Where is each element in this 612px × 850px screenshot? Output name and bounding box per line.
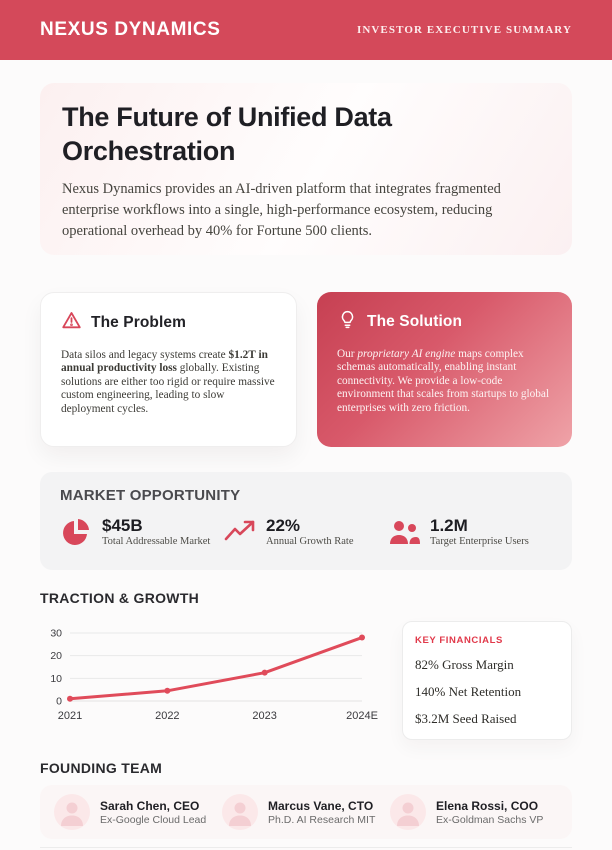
problem-card-title: The Problem — [91, 314, 186, 331]
stat-growth-text: 22% Annual Growth Rate — [266, 517, 353, 549]
stat-growth-value: 22% — [266, 516, 301, 535]
problem-card-header: The Problem — [61, 310, 276, 336]
team-member-cto: Marcus Vane, CTO Ph.D. AI Research MIT — [222, 794, 390, 830]
solution-text-italic: proprietary AI engine — [357, 348, 456, 360]
team-member-ceo-text: Sarah Chen, CEO Ex-Google Cloud Lead — [100, 799, 206, 826]
solution-card-header: The Solution — [337, 309, 552, 335]
stat-tam-text: $45B Total Addressable Market — [102, 517, 210, 549]
problem-text-bold: $1.2T in annual productivity loss — [61, 349, 268, 375]
svg-text:10: 10 — [50, 673, 62, 685]
team-member-cto-text: Marcus Vane, CTO Ph.D. AI Research MIT — [268, 799, 375, 826]
member-detail: Ph.D. AI Research MIT — [268, 813, 376, 826]
solution-text-before: Our — [337, 348, 358, 360]
users-icon — [388, 518, 420, 551]
member-name: Marcus Vane, CTO — [268, 798, 374, 813]
team-member-coo: Elena Rossi, COO Ex-Goldman Sachs VP — [390, 794, 558, 830]
avatar — [54, 794, 90, 830]
stat-users-value: 1.2M — [430, 516, 468, 535]
page-title: The Future of Unified Data Orchestration — [62, 102, 392, 166]
person-icon — [61, 802, 83, 826]
lightbulb-icon — [337, 309, 358, 335]
team-heading: FOUNDING TEAM — [40, 760, 163, 776]
team-member-ceo: Sarah Chen, CEO Ex-Google Cloud Lead — [54, 794, 222, 830]
financial-item-gross-margin: 82% Gross Margin — [415, 657, 514, 672]
member-name: Sarah Chen, CEO — [100, 798, 200, 813]
trend-up-icon — [224, 518, 256, 549]
avatar — [390, 794, 426, 830]
stat-tam-label: Total Addressable Market — [102, 536, 211, 547]
problem-text-before: Data silos and legacy systems create — [61, 349, 229, 361]
brand-logo: NEXUS DYNAMICS — [40, 19, 221, 40]
solution-text-after: maps complex schemas automatically, enab… — [337, 348, 550, 414]
page-content: The Future of Unified Data Orchestration… — [0, 83, 612, 848]
svg-text:2021: 2021 — [58, 710, 82, 722]
traction-row: 0 10 20 30 2021 2022 2023 2024E KEY FINANCIALS … — [40, 621, 572, 740]
traction-chart: 0 10 20 30 2021 2022 2023 2024E — [50, 628, 378, 723]
top-bar: NEXUS DYNAMICS INVESTOR EXECUTIVE SUMMAR… — [0, 0, 612, 60]
hero-card: The Future of Unified Data Orchestration… — [40, 83, 572, 255]
problem-solution-row: The Problem Data silos and legacy system… — [40, 292, 572, 447]
stat-users: 1.2M Target Enterprise Users — [388, 517, 552, 553]
problem-card: The Problem Data silos and legacy system… — [40, 292, 297, 447]
market-opportunity-heading: MARKET OPPORTUNITY — [60, 487, 241, 504]
member-detail: Ex-Goldman Sachs VP — [436, 813, 544, 826]
financial-item-seed-raised: $3.2M Seed Raised — [415, 711, 517, 726]
stat-users-text: 1.2M Target Enterprise Users — [430, 517, 529, 549]
traction-heading: TRACTION & GROWTH — [40, 590, 200, 606]
document-type-label: INVESTOR EXECUTIVE SUMMARY — [356, 24, 572, 36]
warning-triangle-icon — [61, 310, 82, 336]
traction-chart-box: 0 10 20 30 2021 2022 2023 2024E — [40, 621, 380, 730]
key-financials-heading: KEY FINANCIALS — [415, 635, 503, 646]
svg-text:2023: 2023 — [252, 710, 276, 722]
solution-card-body: Our proprietary AI engine maps complex s… — [337, 348, 552, 415]
pie-chart-icon — [60, 518, 92, 553]
stat-growth: 22% Annual Growth Rate — [224, 517, 388, 553]
financial-item-net-retention: 140% Net Retention — [415, 684, 522, 699]
market-stats-row: $45B Total Addressable Market 22% Annual… — [60, 517, 552, 553]
hero-description: Nexus Dynamics provides an AI-driven pla… — [62, 181, 501, 239]
problem-text-after: globally. Existing solutions are either … — [61, 362, 275, 415]
team-row: Sarah Chen, CEO Ex-Google Cloud Lead Mar… — [40, 785, 572, 839]
solution-card: The Solution Our proprietary AI engine m… — [317, 292, 572, 447]
person-icon — [397, 802, 419, 826]
team-member-coo-text: Elena Rossi, COO Ex-Goldman Sachs VP — [436, 799, 543, 826]
market-opportunity-card: MARKET OPPORTUNITY $45B Total Addressabl… — [40, 472, 572, 570]
solution-card-title: The Solution — [367, 313, 463, 330]
key-financials-card: KEY FINANCIALS 82% Gross Margin 140% Net… — [402, 621, 572, 740]
svg-text:2024E: 2024E — [346, 710, 378, 722]
svg-text:20: 20 — [50, 650, 62, 662]
footer-divider — [40, 847, 572, 848]
person-icon — [229, 802, 251, 826]
avatar — [222, 794, 258, 830]
svg-text:0: 0 — [56, 696, 62, 708]
stat-growth-label: Annual Growth Rate — [266, 536, 354, 547]
stat-tam-value: $45B — [102, 516, 143, 535]
problem-card-body: Data silos and legacy systems create $1.… — [61, 349, 276, 416]
member-name: Elena Rossi, COO — [436, 798, 539, 813]
stat-users-label: Target Enterprise Users — [430, 536, 529, 547]
svg-text:30: 30 — [50, 628, 62, 640]
member-detail: Ex-Google Cloud Lead — [100, 813, 207, 826]
stat-tam: $45B Total Addressable Market — [60, 517, 224, 553]
svg-text:2022: 2022 — [155, 710, 179, 722]
